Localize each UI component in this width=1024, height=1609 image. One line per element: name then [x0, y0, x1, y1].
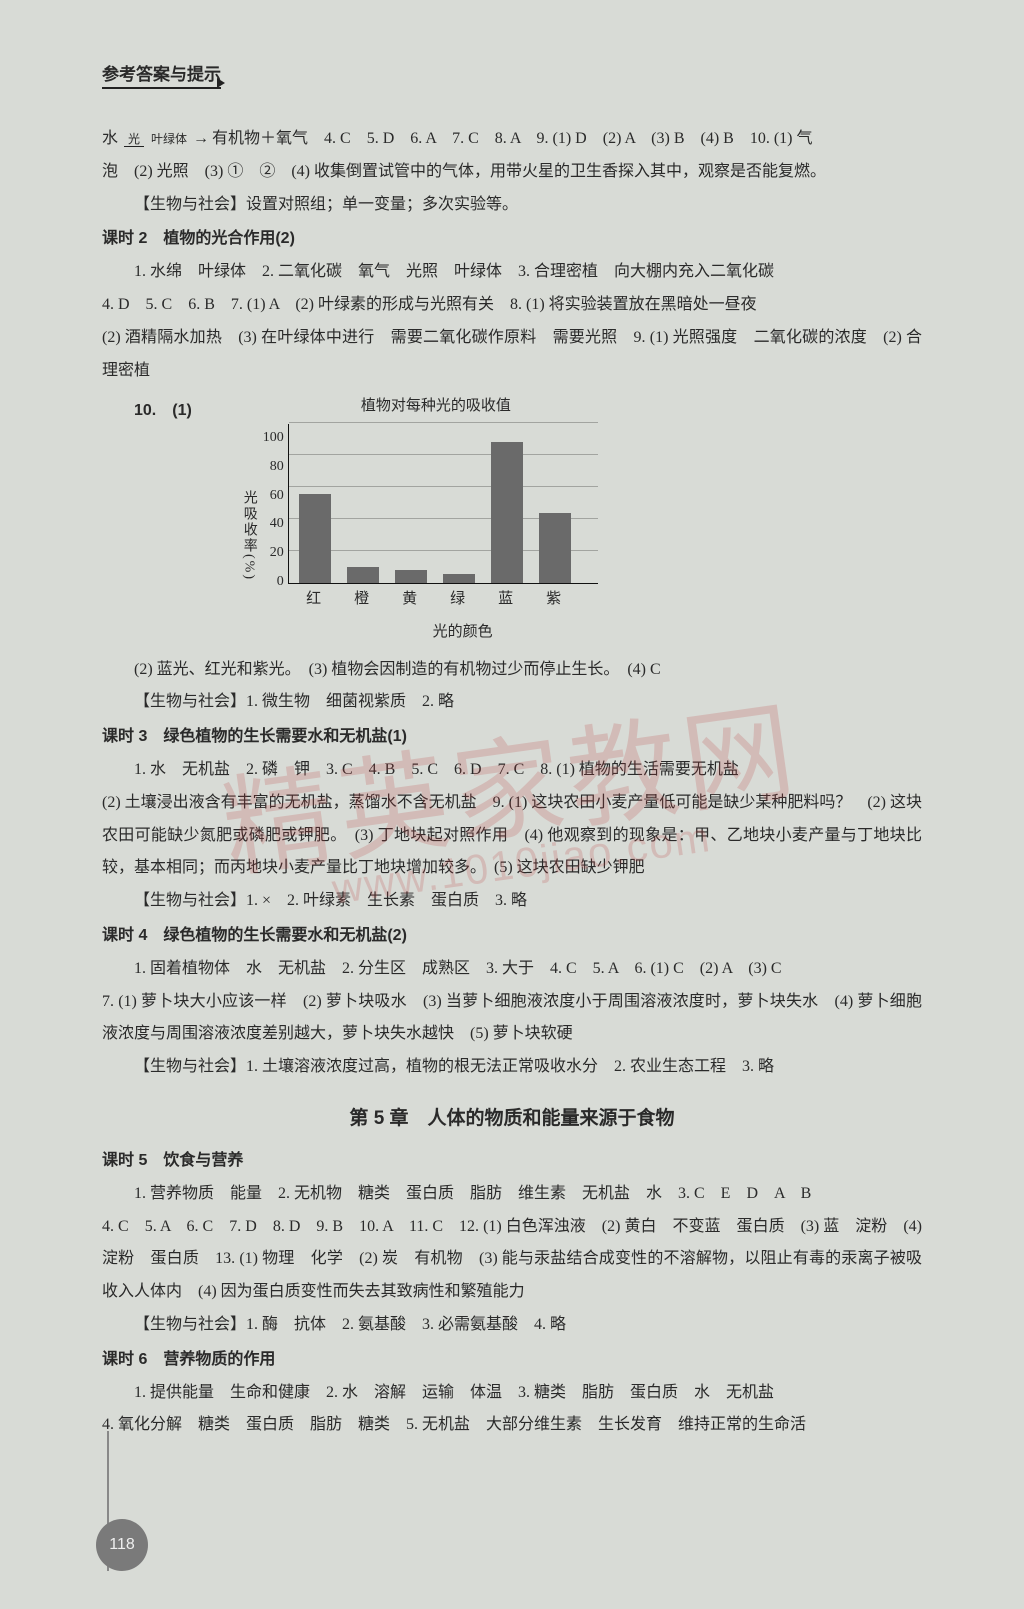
y-tick: 100	[263, 424, 284, 453]
q10-chart-row: 10. (1) 植物对每种光的吸收值 光吸收率(%) 100806040200 …	[134, 391, 922, 647]
page-number-badge: 118	[96, 1519, 148, 1571]
x-tick: 黄	[394, 584, 426, 615]
y-axis-label: 光吸收率(%)	[234, 424, 263, 648]
line-1: 水 光 叶绿体 → 有机物＋氧气 4. C 5. D 6. A 7. C 8. …	[102, 123, 922, 156]
chart-bar	[395, 570, 427, 583]
line-5: 4. D 5. C 6. B 7. (1) A (2) 叶绿素的形成与光照有关 …	[102, 289, 922, 322]
q10-lead: 10. (1)	[134, 391, 234, 428]
grid-line	[289, 454, 598, 455]
line-19: 4. 氧化分解 糖类 蛋白质 脂肪 糖类 5. 无机盐 大部分维生素 生长发育 …	[102, 1409, 922, 1442]
line-15: 1. 营养物质 能量 2. 无机物 糖类 蛋白质 脂肪 维生素 无机盐 水 3.…	[102, 1178, 922, 1211]
chart-title: 植物对每种光的吸收值	[274, 391, 598, 422]
line-6: (2) 酒精隔水加热 (3) 在叶绿体中进行 需要二氧化碳作原料 需要光照 9.…	[102, 322, 922, 388]
section-2-title: 课时 2 植物的光合作用(2)	[102, 223, 922, 256]
frac-top: 光	[124, 132, 144, 147]
txt: 有机物＋氧气 4. C 5. D 6. A 7. C 8. A 9. (1) D…	[212, 130, 812, 147]
line-4: 1. 水绵 叶绿体 2. 二氧化碳 氧气 光照 叶绿体 3. 合理密植 向大棚内…	[102, 256, 922, 289]
line-10: (2) 土壤浸出液含有丰富的无机盐，蒸馏水不含无机盐 9. (1) 这块农田小麦…	[102, 787, 922, 885]
page-header: 参考答案与提示	[102, 60, 221, 89]
line-9: 1. 水 无机盐 2. 磷 钾 3. C 4. B 5. C 6. D 7. C…	[102, 754, 922, 787]
y-tick: 60	[270, 482, 284, 511]
reaction-condition: 光 叶绿体	[124, 133, 191, 145]
y-tick: 40	[270, 510, 284, 539]
section-3-title: 课时 3 绿色植物的生长需要水和无机盐(1)	[102, 721, 922, 754]
line-14: 【生物与社会】1. 土壤溶液浓度过高，植物的根无法正常吸收水分 2. 农业生态工…	[102, 1051, 922, 1084]
grid-line	[289, 486, 598, 487]
y-tick: 20	[270, 539, 284, 568]
line-16: 4. C 5. A 6. C 7. D 8. D 9. B 10. A 11. …	[102, 1211, 922, 1309]
chart-bar	[443, 574, 475, 584]
chapter-5-title: 第 5 章 人体的物质和能量来源于食物	[102, 1100, 922, 1139]
chart-bar	[539, 513, 571, 583]
line-13: 7. (1) 萝卜块大小应该一样 (2) 萝卜块吸水 (3) 当萝卜细胞液浓度小…	[102, 986, 922, 1052]
line-12: 1. 固着植物体 水 无机盐 2. 分生区 成熟区 3. 大于 4. C 5. …	[102, 953, 922, 986]
line-17: 【生物与社会】1. 酶 抗体 2. 氨基酸 3. 必需氨基酸 4. 略	[102, 1309, 922, 1342]
x-axis-label: 光的颜色	[328, 617, 598, 648]
section-4-title: 课时 4 绿色植物的生长需要水和无机盐(2)	[102, 920, 922, 953]
chart-bar	[347, 567, 379, 583]
x-tick: 红	[298, 584, 330, 615]
line-11: 【生物与社会】1. × 2. 叶绿素 生长素 蛋白质 3. 略	[102, 885, 922, 918]
chart-bar	[491, 442, 523, 583]
x-tick: 蓝	[490, 584, 522, 615]
y-tick: 0	[277, 568, 284, 597]
section-6-title: 课时 6 营养物质的作用	[102, 1344, 922, 1377]
x-tick: 橙	[346, 584, 378, 615]
absorption-chart: 植物对每种光的吸收值 光吸收率(%) 100806040200 红橙黄绿蓝紫 光…	[234, 391, 598, 647]
y-ticks: 100806040200	[263, 424, 288, 584]
line-7: (2) 蓝光、红光和紫光。 (3) 植物会因制造的有机物过少而停止生长。 (4)…	[102, 654, 922, 687]
line-3: 【生物与社会】设置对照组；单一变量；多次实验等。	[102, 189, 922, 222]
line-18: 1. 提供能量 生命和健康 2. 水 溶解 运输 体温 3. 糖类 脂肪 蛋白质…	[102, 1377, 922, 1410]
line-8: 【生物与社会】1. 微生物 细菌视紫质 2. 略	[102, 686, 922, 719]
line-2: 泡 (2) 光照 (3) ① ② (4) 收集倒置试管中的气体，用带火星的卫生香…	[102, 156, 922, 189]
x-tick: 紫	[538, 584, 570, 615]
grid-line	[289, 422, 598, 423]
chart-bar	[299, 494, 331, 584]
x-ticks: 红橙黄绿蓝紫	[288, 584, 598, 615]
txt: 水	[102, 130, 118, 147]
header-arrow-icon	[217, 78, 225, 88]
section-5-title: 课时 5 饮食与营养	[102, 1145, 922, 1178]
x-tick: 绿	[442, 584, 474, 615]
answer-body: 水 光 叶绿体 → 有机物＋氧气 4. C 5. D 6. A 7. C 8. …	[102, 123, 922, 1442]
frac-bot: 叶绿体	[147, 132, 191, 146]
plot-area	[288, 424, 598, 584]
ylab-text: 光吸收率(%)	[234, 490, 263, 581]
arrow-right-icon: →	[193, 130, 208, 147]
y-tick: 80	[270, 453, 284, 482]
